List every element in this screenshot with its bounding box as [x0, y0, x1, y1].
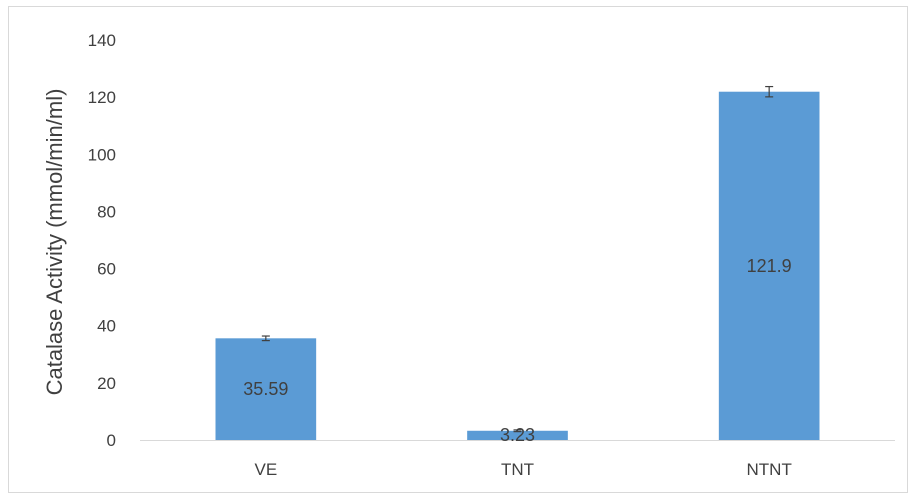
- x-tick-label-ve: VE: [254, 460, 277, 479]
- y-tick-label: 40: [97, 317, 116, 336]
- y-tick-label: 0: [107, 431, 116, 450]
- error-bar-tnt: [513, 429, 522, 433]
- y-tick-label: 100: [88, 145, 116, 164]
- y-tick-label: 120: [88, 88, 116, 107]
- error-bars: [261, 85, 774, 433]
- error-bar-ve: [261, 335, 270, 342]
- data-labels: 35.59 3.23 121.9: [243, 256, 791, 445]
- x-tick-label-ntnt: NTNT: [747, 460, 792, 479]
- y-tick-label: 20: [97, 374, 116, 393]
- x-tick-label-tnt: TNT: [501, 460, 534, 479]
- y-tick-label: 60: [97, 260, 116, 279]
- y-tick-label: 80: [97, 202, 116, 221]
- data-label-ntnt: 121.9: [747, 256, 792, 276]
- y-tick-labels: 0 20 40 60 80 100 120 140: [88, 31, 116, 450]
- error-bar-ntnt: [765, 85, 774, 98]
- bar-tnt: [467, 430, 568, 440]
- data-label-ve: 35.59: [243, 379, 288, 399]
- bar-ntnt: [718, 91, 820, 440]
- y-axis-title: Catalase Activity (mmol/min/ml): [42, 89, 67, 396]
- data-label-tnt: 3.23: [500, 425, 535, 445]
- y-tick-label: 140: [88, 31, 116, 50]
- bar-ve: [215, 338, 317, 440]
- bars: [215, 91, 820, 440]
- x-tick-labels: VE TNT NTNT: [254, 460, 791, 479]
